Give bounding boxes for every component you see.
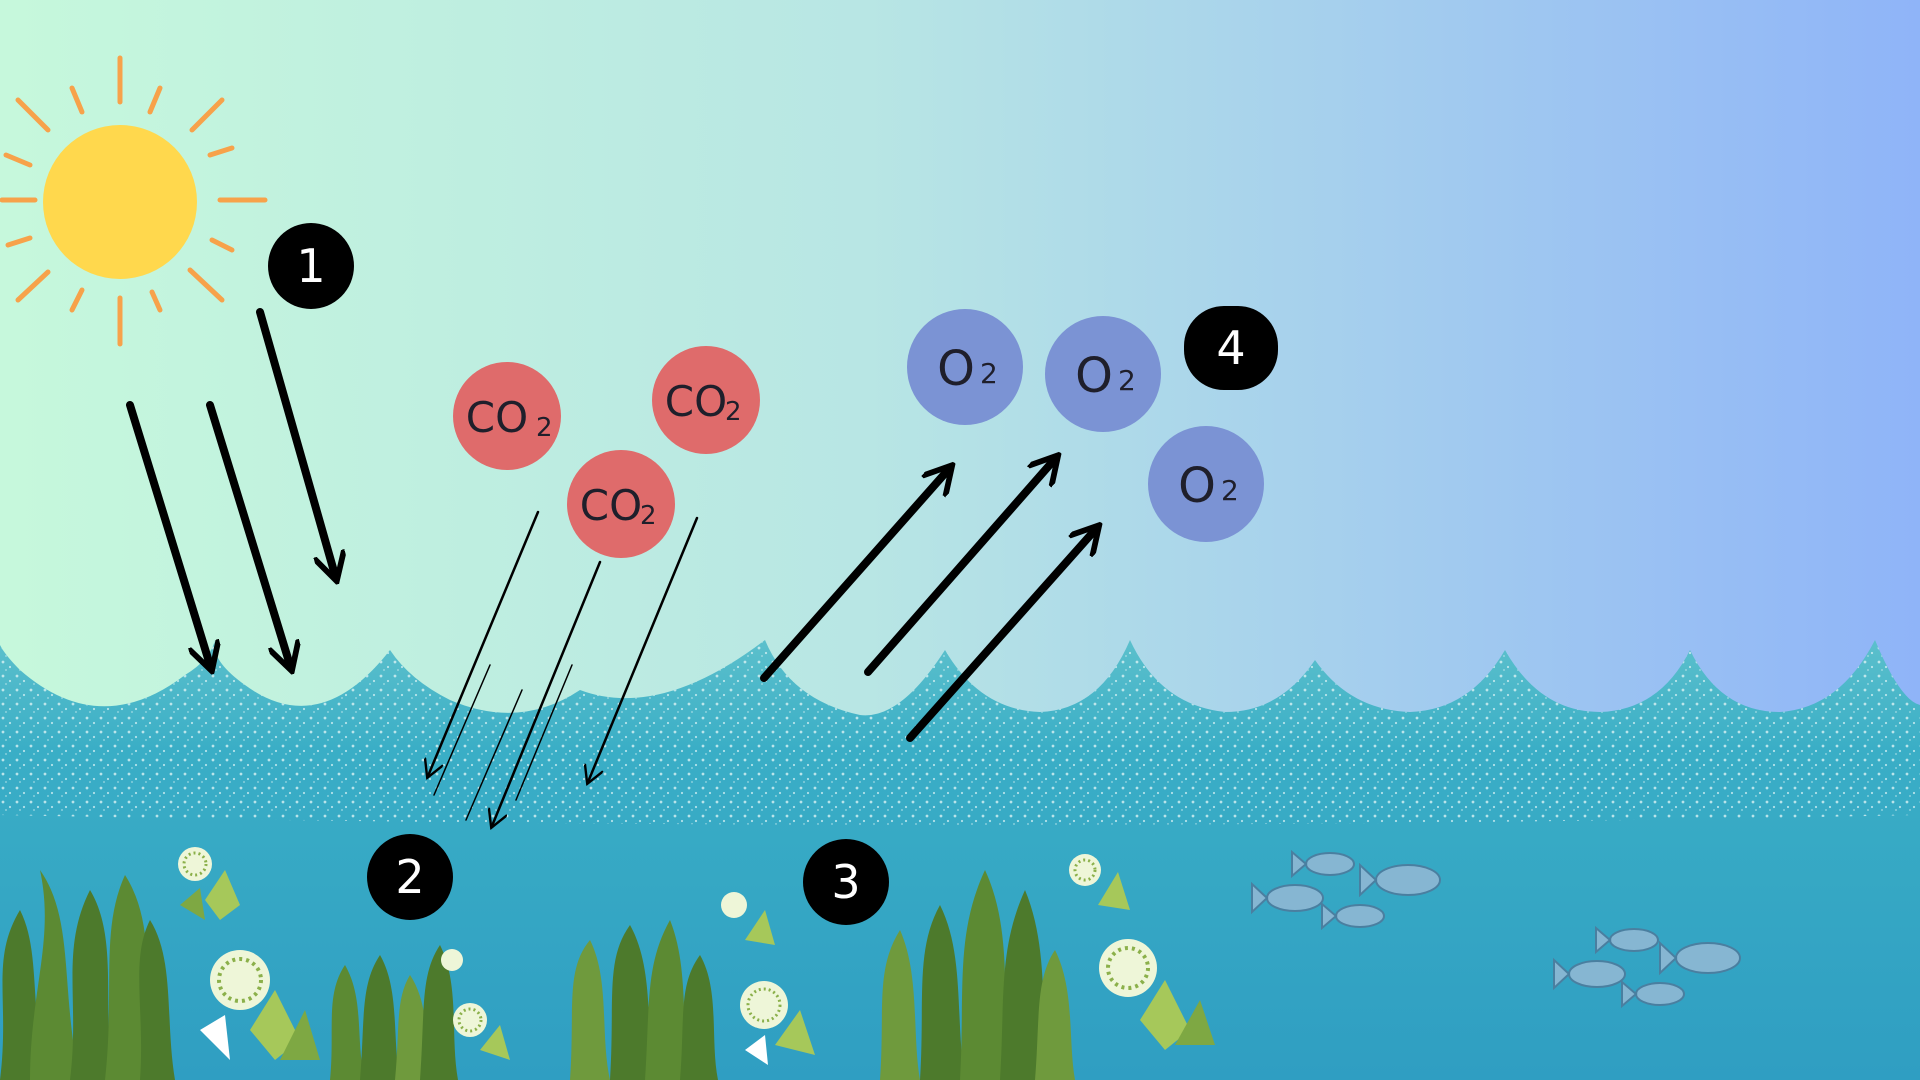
o2-sub: 2 [980, 357, 998, 390]
co2-main: CO [466, 393, 528, 442]
fish-icon [1659, 940, 1741, 976]
fish-icon [1553, 957, 1626, 991]
seaweed-icon [0, 870, 175, 1080]
fish-icon [1321, 901, 1385, 931]
co2-arrow [492, 560, 602, 826]
co2-arrow [428, 510, 540, 776]
step-marker-label: 2 [395, 850, 424, 904]
co2-arrow [588, 516, 699, 782]
algae-icon [1069, 854, 1215, 1050]
seaweed-icon [330, 945, 458, 1080]
o2-arrows [760, 460, 1095, 742]
co2-sub: 2 [640, 501, 657, 531]
algae-icon [178, 847, 240, 920]
o2-molecule-icon: O 2 [1045, 316, 1161, 432]
fish-icon [1621, 979, 1685, 1009]
fish-icon [1359, 862, 1441, 898]
seaweed-icon [570, 920, 718, 1080]
step-marker-label: 4 [1216, 321, 1245, 375]
o2-arrow [906, 530, 1095, 742]
o2-main: O [1075, 348, 1113, 404]
water-foam [0, 640, 1920, 825]
sunlight-arrow [206, 401, 290, 665]
sunlight-arrow [126, 401, 210, 665]
co2-molecule-icon: CO 2 [567, 450, 675, 558]
sunlight-arrow [256, 308, 335, 575]
o2-molecule-icon: O 2 [907, 309, 1023, 425]
co2-molecule-icon: CO 2 [652, 346, 760, 454]
fish-school [1251, 849, 1741, 1009]
co2-main: CO [665, 377, 727, 426]
sunlight-arrows [126, 308, 335, 665]
step-marker-4: 4 [1184, 306, 1278, 390]
seaweed-icon [880, 870, 1075, 1080]
co2-arrow-thin [465, 689, 523, 821]
fish-icon [1291, 849, 1355, 879]
algae-icon [441, 949, 510, 1060]
o2-sub: 2 [1221, 474, 1239, 507]
co2-arrow-thin [433, 664, 491, 796]
step-marker-label: 3 [831, 855, 860, 909]
step-marker-2: 2 [367, 834, 453, 920]
co2-molecule-icon: CO 2 [453, 362, 561, 470]
co2-arrows [428, 510, 699, 826]
fish-icon [1595, 925, 1659, 955]
algae-icon [200, 950, 320, 1060]
sun-icon [0, 55, 268, 347]
o2-arrow [760, 470, 948, 682]
o2-sub: 2 [1118, 364, 1136, 397]
algae-icon [721, 892, 815, 1065]
step-marker-label: 1 [296, 239, 325, 293]
co2-arrow-thin [515, 664, 573, 801]
o2-main: O [937, 341, 975, 397]
o2-main: O [1178, 458, 1216, 514]
co2-main: CO [580, 481, 642, 530]
o2-molecule-icon: O 2 [1148, 426, 1264, 542]
step-marker-1: 1 [268, 223, 354, 309]
co2-sub: 2 [725, 397, 742, 427]
step-marker-3: 3 [803, 839, 889, 925]
fish-icon [1251, 881, 1324, 915]
co2-sub: 2 [536, 413, 553, 443]
o2-arrow [864, 460, 1054, 676]
